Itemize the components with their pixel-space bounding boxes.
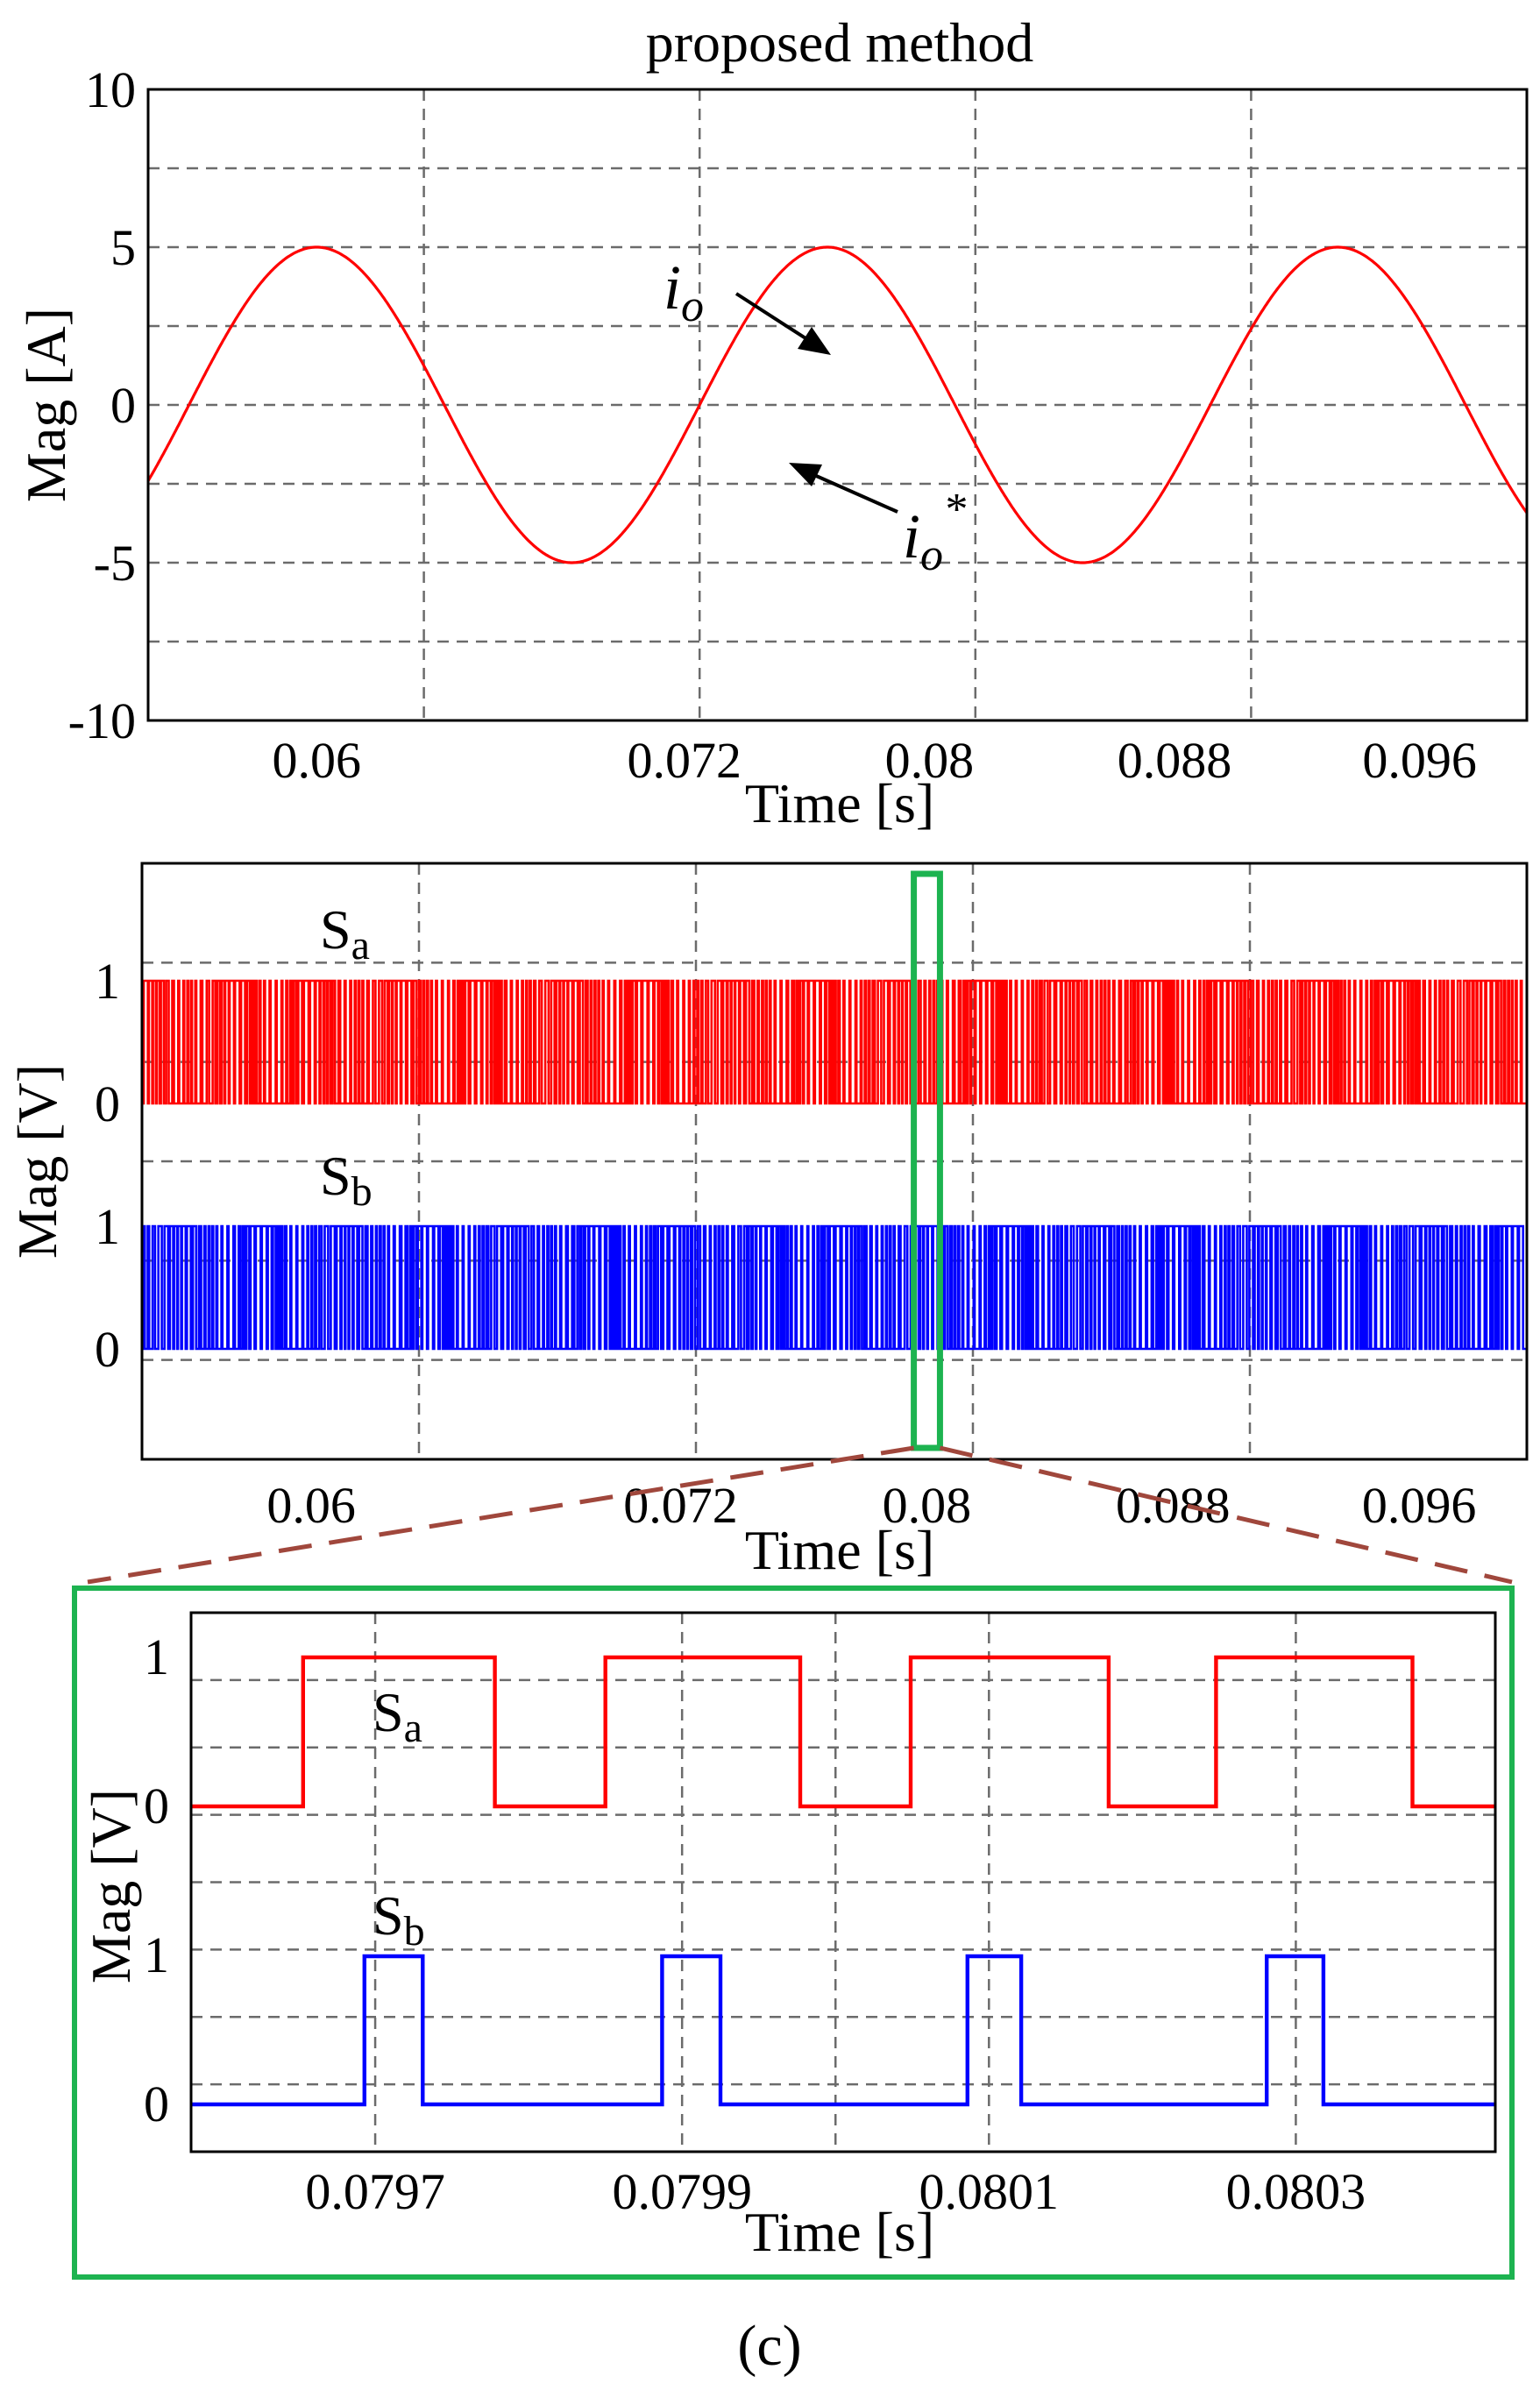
- current-y-tick-label: 5: [110, 219, 136, 276]
- zoom-sa-letter: S: [373, 1681, 404, 1743]
- zoom-selection-box: [911, 870, 943, 1451]
- io-star-letter: i: [903, 501, 920, 571]
- figure-caption: (c): [737, 2314, 801, 2378]
- sa-letter: S: [320, 898, 351, 961]
- zoom-y-tick-sb-low: 0: [144, 2075, 169, 2132]
- zoom-chart: 0.0797 0.0799 0.0801 0.0803 1 0 1 0 Sa Sb T…: [80, 1611, 1497, 2263]
- current-x-tick-label: 0.06: [273, 732, 362, 789]
- io-arrowhead: [798, 327, 831, 355]
- zoom-sa-subscript: a: [404, 1705, 422, 1751]
- io-star-arrow-line: [805, 470, 898, 514]
- current-y-ticks: 10 5 0 -5 -10: [68, 61, 136, 749]
- sb-label: Sb: [320, 1145, 373, 1215]
- current-plot-frame: [146, 88, 1529, 722]
- current-y-tick-label: -5: [94, 535, 136, 592]
- io-star-label: io*: [903, 485, 966, 580]
- current-x-tick-label: 0.088: [1118, 732, 1232, 789]
- zoom-plot-frame: [189, 1611, 1497, 2153]
- current-chart-title: proposed method: [646, 11, 1034, 74]
- switching-y-tick-sb-low: 0: [95, 1321, 120, 1378]
- switching-x-tick-label: 0.06: [266, 1477, 356, 1534]
- zoom-gridlines: [191, 1613, 1495, 2152]
- io-label: io: [664, 252, 704, 331]
- current-waveform: [146, 245, 1529, 564]
- switching-y-axis-label: Mag [V]: [6, 1064, 68, 1259]
- sa-subscript: a: [351, 922, 370, 968]
- current-x-tick-label: 0.096: [1362, 732, 1477, 789]
- sb-subscript: b: [351, 1168, 373, 1215]
- io-letter: i: [664, 252, 681, 323]
- zoom-sa-label: Sa: [373, 1681, 422, 1751]
- switching-y-tick-sa-high: 1: [95, 953, 120, 1010]
- sa-label: Sa: [320, 898, 370, 968]
- zoom-y-tick-sa-low: 0: [144, 1777, 169, 1834]
- zoom-inset-border: [72, 1586, 1515, 2280]
- switching-x-ticks: 0.06 0.072 0.08 0.088 0.096: [266, 1477, 1476, 1534]
- current-y-tick-label: 0: [110, 377, 136, 434]
- zoom-sb-label: Sb: [373, 1884, 425, 1955]
- zoom-x-tick-label: 0.0799: [612, 2163, 752, 2220]
- switching-x-axis-label: Time [s]: [745, 1519, 934, 1581]
- zoom-sb-letter: S: [373, 1884, 404, 1947]
- current-y-tick-label: 10: [85, 61, 136, 118]
- current-x-tick-label: 0.072: [627, 732, 742, 789]
- current-x-tick-label: 0.08: [885, 732, 975, 789]
- sb-letter: S: [320, 1145, 351, 1207]
- zoom-sb-subscript: b: [404, 1908, 425, 1955]
- sb-pwm-signal: [142, 1224, 1527, 1351]
- switching-x-tick-label: 0.096: [1362, 1477, 1477, 1534]
- current-gridlines: [148, 89, 1527, 720]
- switching-y-tick-sa-low: 0: [95, 1075, 120, 1132]
- zoom-x-tick-label: 0.0801: [919, 2163, 1060, 2220]
- switching-chart: 0.06 0.072 0.08 0.088 0.096 1 0 1 0 Sa Sb Ti…: [6, 862, 1529, 1581]
- zoom-connector-right: [939, 1445, 1513, 1585]
- current-x-axis-label: Time [s]: [745, 772, 934, 834]
- current-y-tick-label: -10: [68, 692, 136, 749]
- zoom-y-tick-sa-high: 1: [144, 1628, 169, 1685]
- zoom-x-tick-label: 0.0797: [305, 2163, 445, 2220]
- zoom-x-axis-label: Time [s]: [745, 2201, 934, 2263]
- io-arrow-line: [735, 292, 817, 346]
- zoom-sa-signal: [191, 1655, 1495, 1809]
- sa-pwm-signal: [142, 979, 1527, 1105]
- zoom-connector-left: [87, 1445, 914, 1585]
- zoom-y-tick-sb-high: 1: [144, 1926, 169, 1983]
- switching-gridlines: [142, 863, 1527, 1459]
- switching-y-tick-sb-high: 1: [95, 1198, 120, 1255]
- current-y-axis-label: Mag [A]: [15, 308, 77, 502]
- zoom-x-tick-label: 0.0803: [1226, 2163, 1366, 2220]
- zoom-y-axis-label: Mag [V]: [80, 1789, 142, 1983]
- current-x-ticks: 0.06 0.072 0.08 0.088 0.096: [273, 732, 1477, 789]
- switching-x-tick-label: 0.08: [883, 1477, 972, 1534]
- io-star-superscript: *: [943, 485, 966, 535]
- zoom-sb-signal: [191, 1954, 1495, 2107]
- io-star-arrowhead: [789, 463, 822, 486]
- switching-x-tick-label: 0.088: [1116, 1477, 1231, 1534]
- io-subscript: o: [681, 281, 704, 331]
- zoom-x-ticks: 0.0797 0.0799 0.0801 0.0803: [305, 2163, 1366, 2220]
- io-star-subscript: o: [920, 530, 943, 580]
